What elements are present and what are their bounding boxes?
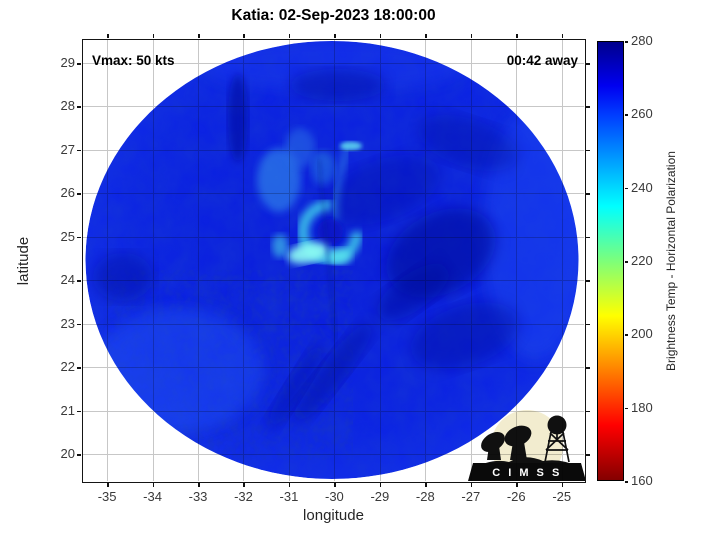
colorbar-tick-label: 220 [631, 253, 653, 268]
y-tick-mark [77, 454, 81, 456]
colorbar-tick-mark [625, 407, 628, 410]
x-tick-label: -30 [325, 489, 344, 504]
x-tick-label: -35 [97, 489, 117, 504]
x-axis-label: longitude [303, 507, 364, 524]
colorbar-tick-mark [625, 114, 628, 116]
y-axis-label: latitude [15, 236, 32, 286]
y-tick-label: 27 [60, 141, 75, 157]
x-tick-mark [516, 34, 518, 38]
y-tick-mark [586, 106, 590, 108]
y-tick-mark [586, 236, 590, 239]
colorbar-tick-label: 160 [631, 473, 653, 488]
cold-dark-patches [93, 69, 520, 429]
y-tick-label: 28 [60, 98, 75, 114]
x-tick-mark [334, 34, 336, 38]
colorbar-tick-mark [625, 481, 628, 483]
x-tick-mark [561, 34, 564, 38]
colorbar-tick-label: 280 [631, 33, 653, 48]
y-tick-label: 29 [60, 55, 75, 71]
x-tick-mark [107, 483, 109, 487]
y-tick-label: 25 [60, 228, 75, 244]
x-tick-mark [107, 34, 109, 38]
satellite-dish-icon [504, 425, 532, 447]
colorbar-label: Brightness Temp - Horizontal Polarizatio… [664, 151, 678, 371]
vmax-annotation: Vmax: 50 kts [92, 53, 175, 68]
y-tick-mark [77, 410, 81, 413]
y-tick-mark [586, 323, 590, 326]
x-tick-mark [334, 483, 336, 487]
colorbar-tick-label: 240 [631, 179, 653, 195]
colorbar-tick-label: 180 [631, 399, 653, 415]
storm-eye-feature [257, 128, 363, 343]
y-tick-mark [77, 63, 81, 65]
x-tick-mark [470, 34, 473, 38]
y-tick-mark [77, 323, 81, 326]
y-tick-mark [77, 149, 81, 152]
x-tick-label: -28 [415, 489, 435, 504]
y-tick-mark [77, 236, 81, 239]
y-tick-mark [586, 63, 590, 65]
x-tick-label: -29 [370, 489, 390, 504]
satellite-swath [85, 41, 579, 479]
x-tick-mark [198, 34, 200, 38]
x-tick-mark [425, 483, 427, 487]
x-tick-mark [288, 483, 291, 487]
x-tick-mark [288, 34, 291, 38]
x-tick-label: -26 [506, 489, 526, 504]
x-tick-mark [516, 483, 518, 487]
water-tower-legs-icon [544, 431, 570, 463]
y-tick-mark [586, 367, 590, 369]
y-tick-mark [586, 410, 590, 413]
logo-text: C I M S S [492, 467, 562, 479]
y-tick-mark [77, 280, 81, 282]
colorbar [597, 41, 624, 481]
countdown-annotation: 00:42 away [506, 53, 578, 68]
y-tick-label: 24 [60, 272, 75, 288]
x-tick-mark [379, 483, 382, 487]
colorbar-tick-mark [625, 187, 628, 190]
x-tick-mark [561, 483, 564, 487]
y-tick-label: 20 [60, 446, 75, 462]
y-tick-mark [77, 367, 81, 369]
colorbar-tick-mark [625, 334, 628, 336]
x-tick-label: -27 [461, 489, 481, 504]
y-tick-label: 23 [60, 315, 75, 331]
x-tick-mark [379, 34, 382, 38]
y-tick-mark [586, 454, 590, 456]
plot-title: Katia: 02-Sep-2023 18:00:00 [231, 7, 436, 24]
y-tick-label: 22 [60, 359, 75, 375]
logo-banner [468, 463, 586, 481]
water-tower-tank-icon [547, 415, 567, 435]
x-tick-label: -33 [188, 489, 208, 504]
x-tick-mark [152, 483, 155, 487]
scan-seam [318, 159, 337, 343]
colorbar-tick-mark [625, 261, 628, 263]
x-tick-label: -31 [279, 489, 299, 504]
x-tick-mark [243, 483, 245, 487]
x-tick-mark [425, 34, 427, 38]
x-tick-mark [198, 483, 200, 487]
y-tick-label: 21 [60, 402, 75, 418]
y-tick-mark [77, 193, 81, 195]
x-tick-mark [243, 34, 245, 38]
y-tick-mark [586, 149, 590, 152]
colorbar-tick-mark [625, 41, 628, 43]
x-tick-label: -25 [552, 489, 572, 504]
y-tick-mark [77, 106, 81, 108]
y-tick-mark [586, 193, 590, 195]
y-tick-label: 26 [60, 185, 75, 201]
x-tick-mark [152, 34, 155, 38]
x-tick-label: -34 [143, 489, 162, 504]
colorbar-tick-label: 260 [631, 106, 653, 122]
colorbar-tick-label: 200 [631, 326, 653, 342]
y-tick-mark [586, 280, 590, 282]
cimss-logo: C I M S S [468, 410, 586, 481]
x-tick-label: -32 [234, 489, 253, 504]
plot-area [83, 40, 584, 481]
x-tick-mark [470, 483, 473, 487]
